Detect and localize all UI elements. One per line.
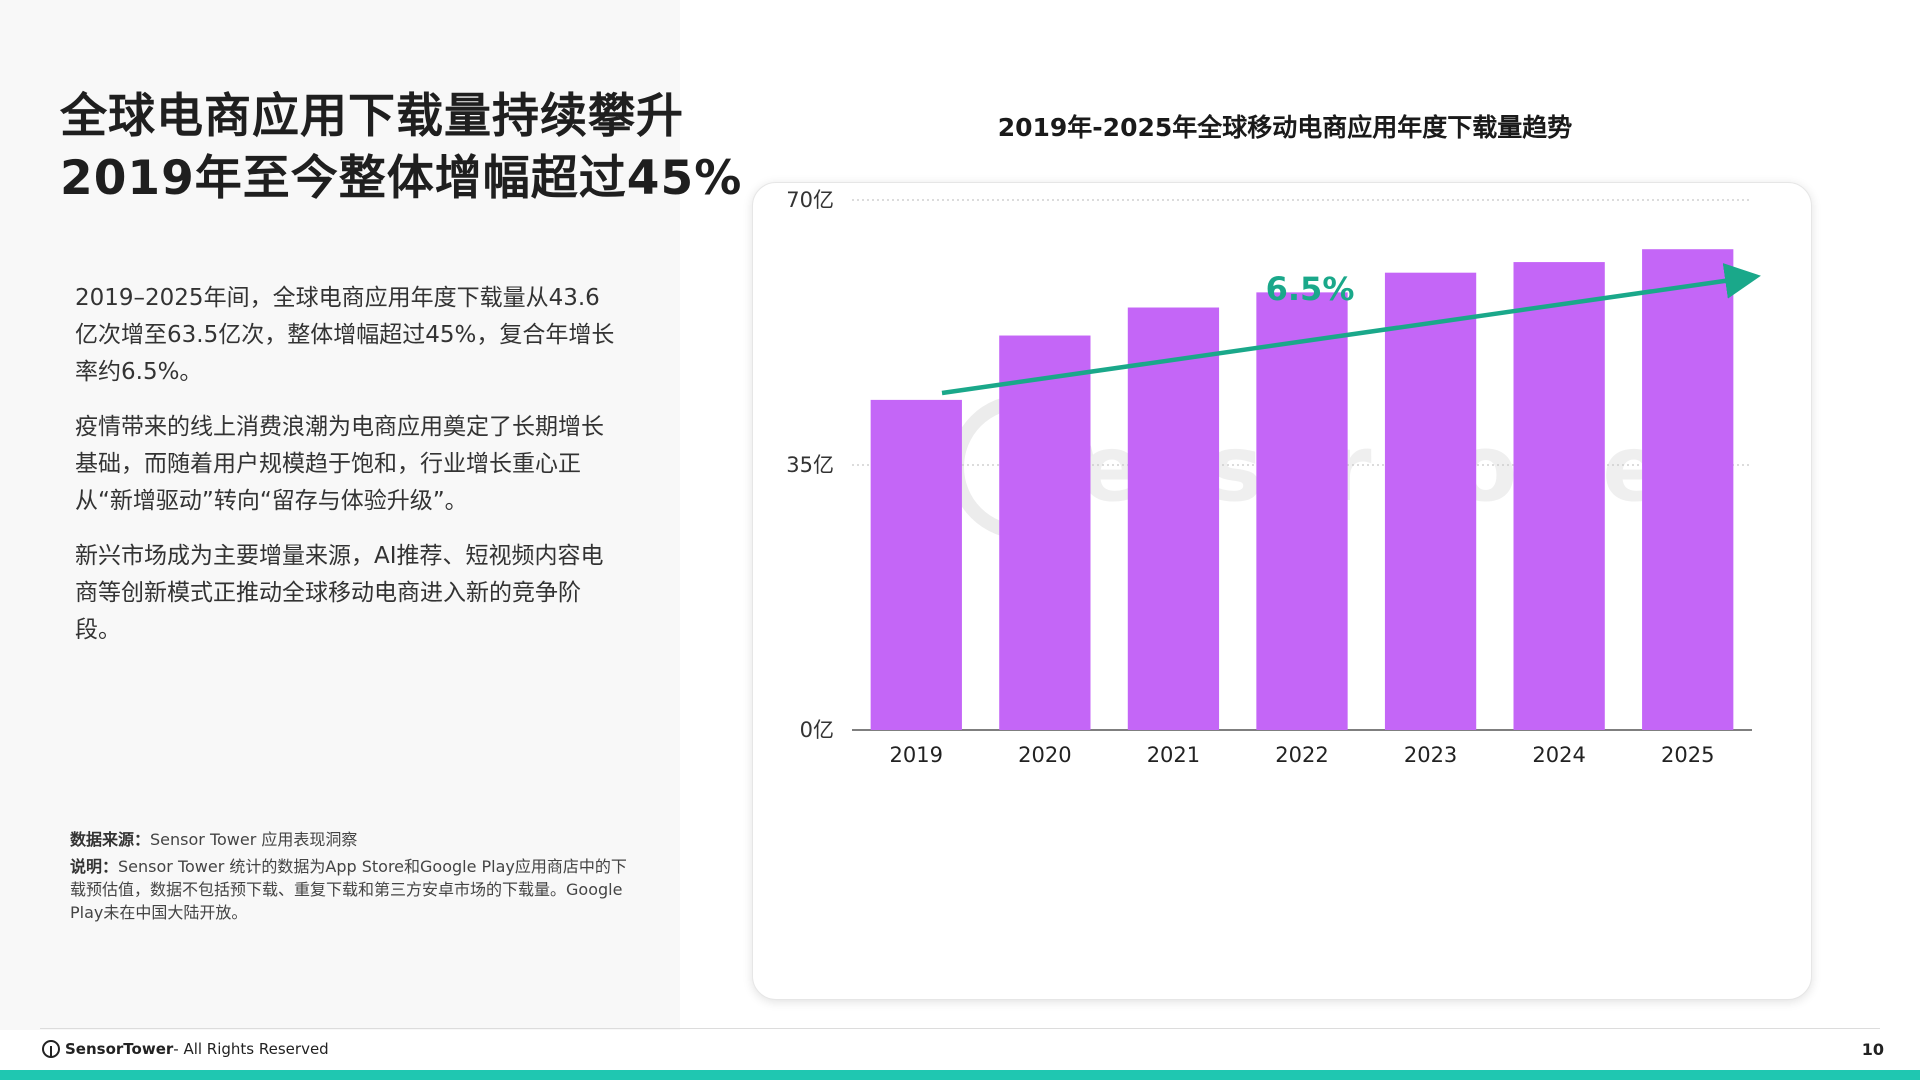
bottom-accent-bar <box>0 1070 1920 1080</box>
cagr-label: 6.5% <box>1266 270 1355 308</box>
footer-brand: SensorTower <box>65 1040 174 1058</box>
x-tick-label: 2024 <box>1532 743 1585 767</box>
bar-chart: Sensor Tower 0亿 35亿 70亿 2019 2020 2021 2022 202… <box>786 188 1761 767</box>
headline-line-2: 2019年至今整体增幅超过45% <box>60 151 743 206</box>
x-tick-label: 2020 <box>1018 743 1071 767</box>
description-note: 说明：Sensor Tower 统计的数据为App Store和Google P… <box>70 855 630 924</box>
description-label: 说明： <box>70 857 119 876</box>
bar-2019 <box>870 399 962 730</box>
page-number: 10 <box>1861 1040 1884 1059</box>
footer-logo: SensorTower - All Rights Reserved <box>42 1040 329 1058</box>
x-tick-label: 2019 <box>890 743 943 767</box>
notes: 数据来源：Sensor Tower 应用表现洞察 说明：Sensor Tower… <box>70 828 630 928</box>
x-tick-label: 2023 <box>1404 743 1457 767</box>
footer-divider <box>40 1028 1880 1029</box>
y-tick-label: 35亿 <box>786 453 834 477</box>
sensortower-logo-icon <box>42 1040 60 1058</box>
headline-line-1: 全球电商应用下载量持续攀升 <box>60 89 684 144</box>
x-tick-label: 2022 <box>1275 743 1328 767</box>
source-note: 数据来源：Sensor Tower 应用表现洞察 <box>70 828 630 851</box>
left-panel <box>0 0 680 1030</box>
source-label: 数据来源： <box>70 830 151 849</box>
bar-2023 <box>1384 272 1477 730</box>
x-tick-label: 2021 <box>1147 743 1200 767</box>
y-tick-label: 70亿 <box>786 188 834 212</box>
bar-2020 <box>999 335 1091 730</box>
source-text: Sensor Tower 应用表现洞察 <box>150 830 358 849</box>
bar-2025 <box>1642 249 1734 730</box>
page-headline: 全球电商应用下载量持续攀升 2019年至今整体增幅超过45% <box>60 86 743 210</box>
axis-labels: 0亿 35亿 70亿 2019 2020 2021 2022 2023 2024 2025 <box>786 188 1714 767</box>
footer-rights: - All Rights Reserved <box>173 1040 329 1058</box>
trend-annotation: 6.5% <box>941 263 1761 396</box>
bar-2022 <box>1256 292 1348 730</box>
bars <box>870 249 1734 730</box>
x-tick-label: 2025 <box>1661 743 1714 767</box>
body-text: 2019–2025年间，全球电商应用年度下载量从43.6亿次增至63.5亿次，整… <box>75 280 615 667</box>
bar-2021 <box>1127 307 1220 730</box>
y-tick-label: 0亿 <box>800 718 834 742</box>
description-text: Sensor Tower 统计的数据为App Store和Google Play… <box>70 857 627 922</box>
bar-2024 <box>1513 262 1605 730</box>
paragraph-3: 新兴市场成为主要增量来源，AI推荐、短视频内容电商等创新模式正推动全球移动电商进… <box>75 543 604 643</box>
chart-title: 2019年-2025年全球移动电商应用年度下载量趋势 <box>997 113 1573 142</box>
paragraph-1: 2019–2025年间，全球电商应用年度下载量从43.6亿次增至63.5亿次，整… <box>75 285 615 385</box>
paragraph-2: 疫情带来的线上消费浪潮为电商应用奠定了长期增长基础，而随着用户规模趋于饱和，行业… <box>75 414 604 514</box>
watermark-text: Sensor Tower <box>1014 415 1711 522</box>
trend-arrow <box>941 263 1761 396</box>
